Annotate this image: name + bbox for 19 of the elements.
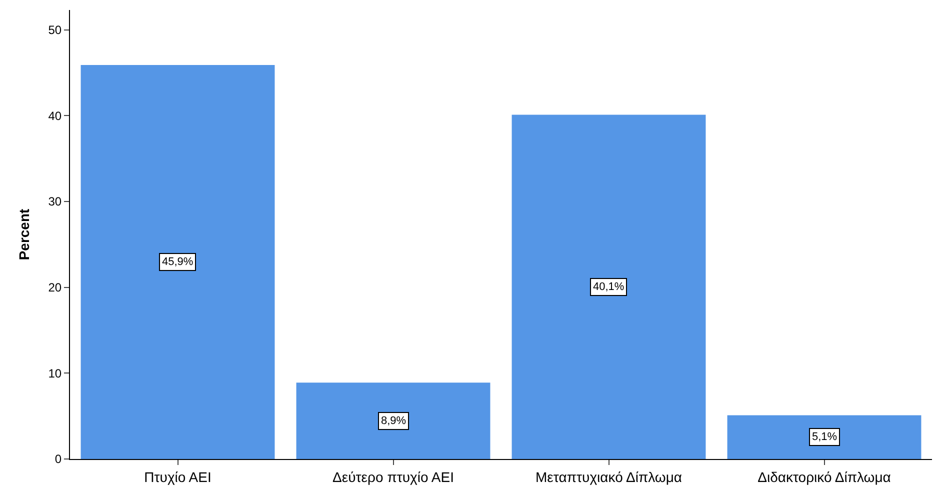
- y-tick-label: 30: [48, 194, 62, 209]
- y-tick-label: 50: [48, 22, 62, 37]
- data-label: 8,9%: [381, 415, 406, 427]
- y-tick-label: 0: [54, 452, 62, 466]
- data-label: 40,1%: [593, 281, 624, 293]
- x-tick-label: Δεύτερο πτυχίο ΑΕΙ: [332, 468, 454, 485]
- y-tick-label: 40: [48, 108, 62, 123]
- data-label: 5,1%: [812, 431, 838, 443]
- y-axis-title: Percent: [16, 208, 32, 260]
- data-label: 45,9%: [162, 256, 194, 268]
- bar: [296, 382, 490, 459]
- x-tick-label: Μεταπτυχιακό Δίπλωμα: [536, 468, 682, 485]
- bar: [80, 64, 275, 459]
- y-tick-label: 20: [48, 280, 62, 294]
- bar: [512, 114, 706, 459]
- bar: [727, 415, 922, 459]
- x-tick-label: Πτυχίο ΑΕΙ: [144, 468, 212, 485]
- x-tick-label: Διδακτορικό Δίπλωμα: [758, 468, 891, 485]
- y-tick-label: 10: [48, 366, 62, 380]
